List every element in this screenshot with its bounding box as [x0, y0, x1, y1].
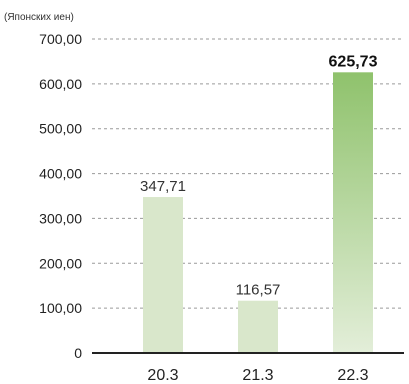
- bars: [143, 72, 373, 353]
- x-tick-label: 21.3: [242, 367, 273, 384]
- y-tick-label: 100,00: [39, 300, 82, 316]
- data-label: 625,73: [329, 53, 378, 70]
- x-axis-category-labels: 20.3 21.3 22.3: [147, 367, 368, 384]
- bar-21-3: [238, 300, 278, 353]
- unit-label: (Японских иен): [4, 12, 74, 23]
- y-tick-label: 0: [74, 345, 82, 361]
- y-tick-label: 700,00: [39, 31, 82, 47]
- y-tick-label: 200,00: [39, 255, 82, 271]
- y-tick-label: 500,00: [39, 121, 82, 137]
- x-tick-label: 22.3: [337, 367, 368, 384]
- y-axis-tick-labels: 0 100,00 200,00 300,00 400,00 500,00 600,00 700…: [39, 31, 82, 361]
- y-tick-label: 300,00: [39, 210, 82, 226]
- data-label: 116,57: [236, 282, 281, 299]
- bar-22-3: [333, 72, 373, 353]
- data-labels: 347,71 116,57 625,73: [140, 53, 378, 298]
- y-tick-label: 400,00: [39, 166, 82, 182]
- x-tick-label: 20.3: [147, 367, 178, 384]
- y-tick-label: 600,00: [39, 76, 82, 92]
- bar-20-3: [143, 197, 183, 353]
- data-label: 347,71: [140, 178, 186, 195]
